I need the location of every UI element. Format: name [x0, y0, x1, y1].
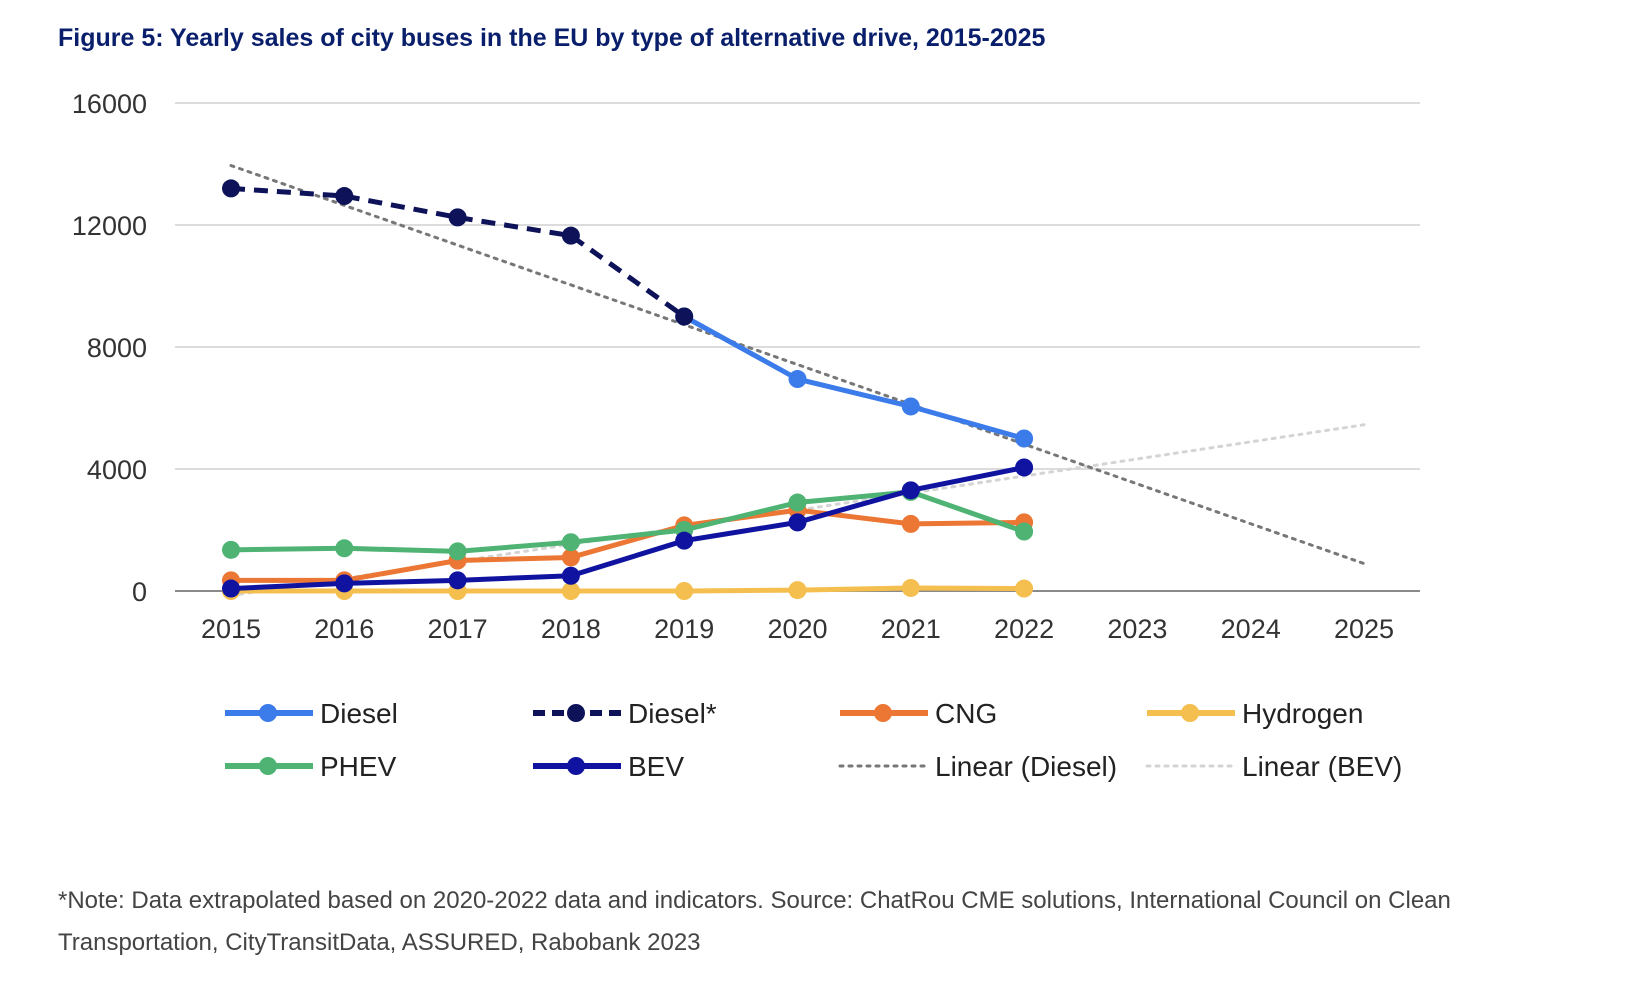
legend-item-diesel: Diesel* — [533, 698, 717, 729]
data-point-diesel — [561, 226, 580, 245]
legend-marker-diesel — [259, 704, 277, 722]
data-point-bev — [788, 513, 807, 532]
data-point-bev — [1015, 458, 1034, 477]
data-point-bev — [675, 531, 694, 550]
x-tick-label: 2020 — [767, 614, 827, 644]
x-tick-label: 2025 — [1334, 614, 1394, 644]
data-point-cng — [561, 548, 580, 567]
legend-item-diesel: Diesel — [225, 698, 398, 729]
data-point-hydrogen — [901, 578, 920, 597]
data-point-phev — [448, 542, 467, 561]
legend-label-bev: BEV — [628, 751, 684, 782]
data-point-bev — [335, 574, 354, 593]
legend-label-hydrogen: Hydrogen — [1242, 698, 1363, 729]
x-tick-label: 2024 — [1221, 614, 1281, 644]
data-point-diesel — [335, 187, 354, 206]
legend-marker-diesel — [567, 704, 585, 722]
legend-marker-cng — [874, 704, 892, 722]
series-line-diesel — [682, 314, 1025, 441]
series-line-linear-diesel — [229, 164, 1366, 566]
data-point-phev — [1015, 522, 1034, 541]
legend-item-phev: PHEV — [225, 751, 397, 782]
x-tick-label: 2023 — [1107, 614, 1167, 644]
series-line-hydrogen — [231, 585, 1025, 594]
legend-label-linear-diesel: Linear (Diesel) — [935, 751, 1117, 782]
series-line-diesel — [230, 185, 686, 319]
y-tick-label: 0 — [132, 577, 147, 607]
legend-label-diesel: Diesel* — [628, 698, 717, 729]
data-point-diesel — [901, 397, 920, 416]
data-point-diesel — [448, 208, 467, 227]
x-tick-label: 2018 — [541, 614, 601, 644]
legend-marker-phev — [259, 757, 277, 775]
legend-item-linear-bev: Linear (BEV) — [1145, 751, 1402, 782]
axes: 0 4000 8000 12000 16000 2015 2016 2017 2018 2019 2… — [72, 89, 1420, 644]
data-point-diesel — [222, 179, 240, 198]
series-line-cng — [231, 507, 1025, 583]
data-point-hydrogen — [1015, 579, 1034, 598]
data-point-cng — [901, 514, 920, 533]
data-point-diesel — [788, 370, 807, 389]
data-point-phev — [335, 539, 354, 558]
legend: Diesel Diesel* CNG Hydrogen PHEV BEV Linear (D… — [225, 698, 1402, 782]
legend-label-cng: CNG — [935, 698, 997, 729]
x-tick-label: 2019 — [654, 614, 714, 644]
legend-label-phev: PHEV — [320, 751, 397, 782]
x-tick-label: 2016 — [314, 614, 374, 644]
legend-item-linear-diesel: Linear (Diesel) — [838, 751, 1117, 782]
x-tick-label: 2015 — [201, 614, 261, 644]
series-lines — [222, 164, 1366, 600]
legend-marker-bev — [567, 757, 585, 775]
y-tick-label: 16000 — [72, 89, 147, 119]
series-line-bev — [230, 465, 1025, 592]
x-tick-label: 2021 — [881, 614, 941, 644]
data-point-phev — [788, 493, 807, 512]
x-tick-label: 2022 — [994, 614, 1054, 644]
figure-title: Figure 5: Yearly sales of city buses in … — [58, 24, 1046, 52]
legend-label-linear-bev: Linear (BEV) — [1242, 751, 1402, 782]
data-point-diesel — [1015, 429, 1034, 448]
legend-item-bev: BEV — [533, 751, 684, 782]
grid-lines — [175, 102, 1420, 470]
data-point-bev — [222, 579, 240, 598]
y-tick-label: 12000 — [72, 211, 147, 241]
y-tick-label: 4000 — [87, 455, 147, 485]
data-point-diesel — [675, 307, 694, 326]
data-point-bev — [561, 566, 580, 585]
source-note: *Note: Data extrapolated based on 2020-2… — [58, 887, 1451, 956]
legend-item-cng: CNG — [840, 698, 997, 729]
legend-label-diesel: Diesel — [320, 698, 398, 729]
y-tick-label: 8000 — [87, 333, 147, 363]
legend-marker-hydrogen — [1181, 704, 1199, 722]
data-point-phev — [561, 533, 580, 552]
data-point-hydrogen — [561, 582, 580, 600]
data-point-bev — [901, 481, 920, 500]
data-point-hydrogen — [788, 581, 807, 600]
data-point-hydrogen — [675, 582, 694, 600]
data-point-phev — [222, 540, 240, 559]
data-point-bev — [448, 571, 467, 590]
legend-item-hydrogen: Hydrogen — [1147, 698, 1363, 729]
x-tick-label: 2017 — [428, 614, 488, 644]
